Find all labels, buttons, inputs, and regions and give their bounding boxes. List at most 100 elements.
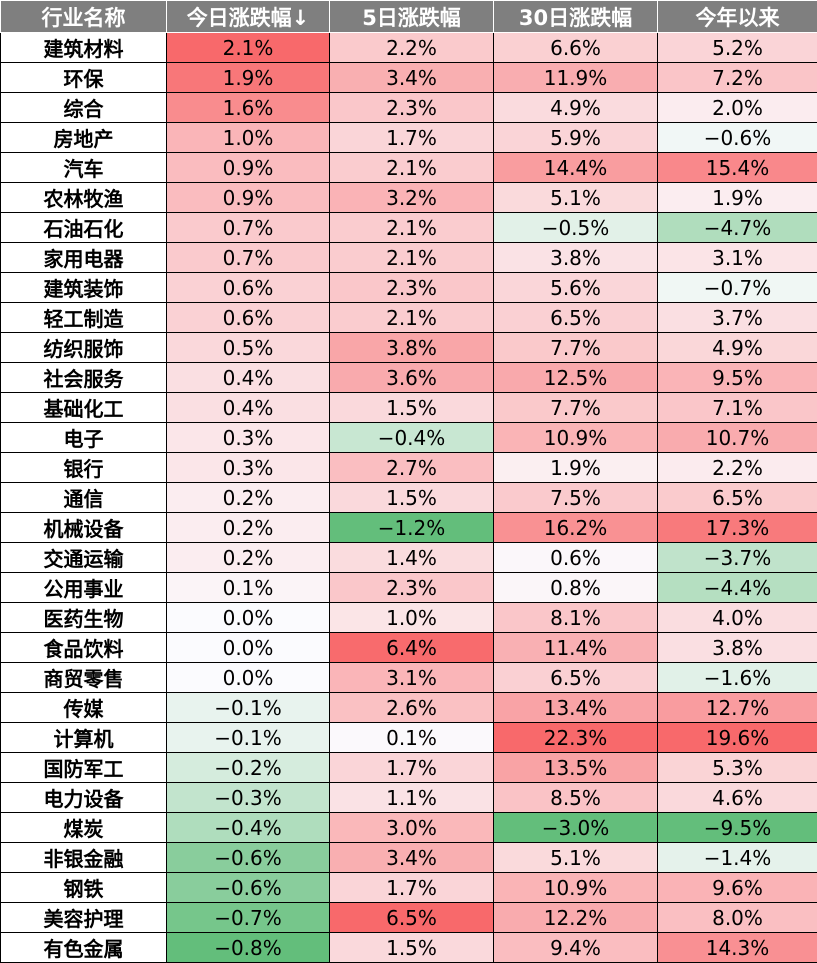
value-cell: 2.1% xyxy=(330,153,494,183)
value-cell: 3.2% xyxy=(330,183,494,213)
table-header: 行业名称 今日涨跌幅↓ 5日涨跌幅 30日涨跌幅 今年以来 xyxy=(1,1,817,33)
industry-name-cell: 交通运输 xyxy=(1,543,167,573)
value-cell: 22.3% xyxy=(494,723,658,753)
table-row: 有色金属−0.8%1.5%9.4%14.3% xyxy=(1,933,817,963)
value-cell: 1.6% xyxy=(167,93,330,123)
value-cell: 0.2% xyxy=(167,513,330,543)
industry-name-cell: 美容护理 xyxy=(1,903,167,933)
industry-name-cell: 环保 xyxy=(1,63,167,93)
value-cell: 6.5% xyxy=(494,663,658,693)
value-cell: 10.7% xyxy=(658,423,817,453)
value-cell: 1.7% xyxy=(330,753,494,783)
value-cell: 0.1% xyxy=(330,723,494,753)
value-cell: 9.4% xyxy=(494,933,658,963)
value-cell: 2.6% xyxy=(330,693,494,723)
value-cell: 5.1% xyxy=(494,843,658,873)
header-row: 行业名称 今日涨跌幅↓ 5日涨跌幅 30日涨跌幅 今年以来 xyxy=(1,1,817,33)
value-cell: 3.1% xyxy=(658,243,817,273)
table-row: 非银金融−0.6%3.4%5.1%−1.4% xyxy=(1,843,817,873)
value-cell: 0.6% xyxy=(167,303,330,333)
value-cell: −1.4% xyxy=(658,843,817,873)
value-cell: 4.0% xyxy=(658,603,817,633)
value-cell: −3.0% xyxy=(494,813,658,843)
value-cell: 0.7% xyxy=(167,243,330,273)
value-cell: −0.2% xyxy=(167,753,330,783)
value-cell: 1.9% xyxy=(494,453,658,483)
value-cell: 0.4% xyxy=(167,393,330,423)
value-cell: 8.0% xyxy=(658,903,817,933)
value-cell: 5.3% xyxy=(658,753,817,783)
col-header-industry[interactable]: 行业名称 xyxy=(1,1,167,33)
value-cell: 11.9% xyxy=(494,63,658,93)
value-cell: 7.5% xyxy=(494,483,658,513)
value-cell: 0.9% xyxy=(167,153,330,183)
col-header-5day-change[interactable]: 5日涨跌幅 xyxy=(330,1,494,33)
industry-name-cell: 轻工制造 xyxy=(1,303,167,333)
value-cell: 1.1% xyxy=(330,783,494,813)
value-cell: 2.0% xyxy=(658,93,817,123)
value-cell: 11.4% xyxy=(494,633,658,663)
value-cell: 1.5% xyxy=(330,393,494,423)
value-cell: 3.4% xyxy=(330,843,494,873)
industry-name-cell: 商贸零售 xyxy=(1,663,167,693)
industry-name-cell: 国防军工 xyxy=(1,753,167,783)
value-cell: 0.7% xyxy=(167,213,330,243)
value-cell: 3.8% xyxy=(494,243,658,273)
value-cell: 0.9% xyxy=(167,183,330,213)
industry-name-cell: 食品饮料 xyxy=(1,633,167,663)
industry-name-cell: 电力设备 xyxy=(1,783,167,813)
value-cell: 14.3% xyxy=(658,933,817,963)
value-cell: −3.7% xyxy=(658,543,817,573)
value-cell: 1.9% xyxy=(167,63,330,93)
value-cell: 13.5% xyxy=(494,753,658,783)
value-cell: 16.2% xyxy=(494,513,658,543)
value-cell: 8.1% xyxy=(494,603,658,633)
col-header-ytd-change[interactable]: 今年以来 xyxy=(658,1,817,33)
value-cell: 3.4% xyxy=(330,63,494,93)
value-cell: −0.7% xyxy=(658,273,817,303)
value-cell: 2.1% xyxy=(330,213,494,243)
value-cell: 0.0% xyxy=(167,603,330,633)
industry-name-cell: 钢铁 xyxy=(1,873,167,903)
value-cell: 2.2% xyxy=(658,453,817,483)
value-cell: −0.6% xyxy=(167,873,330,903)
value-cell: 6.4% xyxy=(330,633,494,663)
value-cell: 17.3% xyxy=(658,513,817,543)
value-cell: 12.2% xyxy=(494,903,658,933)
industry-name-cell: 汽车 xyxy=(1,153,167,183)
value-cell: 7.7% xyxy=(494,333,658,363)
table-row: 美容护理−0.7%6.5%12.2%8.0% xyxy=(1,903,817,933)
value-cell: 1.4% xyxy=(330,543,494,573)
value-cell: 0.6% xyxy=(167,273,330,303)
value-cell: 10.9% xyxy=(494,423,658,453)
value-cell: 0.4% xyxy=(167,363,330,393)
value-cell: 0.1% xyxy=(167,573,330,603)
col-header-today-change[interactable]: 今日涨跌幅↓ xyxy=(167,1,330,33)
value-cell: 7.1% xyxy=(658,393,817,423)
value-cell: 10.9% xyxy=(494,873,658,903)
value-cell: 1.0% xyxy=(330,603,494,633)
value-cell: 3.6% xyxy=(330,363,494,393)
value-cell: 2.3% xyxy=(330,573,494,603)
col-header-30day-change[interactable]: 30日涨跌幅 xyxy=(494,1,658,33)
value-cell: 6.5% xyxy=(658,483,817,513)
industry-name-cell: 有色金属 xyxy=(1,933,167,963)
value-cell: 5.6% xyxy=(494,273,658,303)
industry-name-cell: 建筑材料 xyxy=(1,33,167,63)
industry-name-cell: 纺织服饰 xyxy=(1,333,167,363)
value-cell: 5.2% xyxy=(658,33,817,63)
value-cell: 2.3% xyxy=(330,273,494,303)
